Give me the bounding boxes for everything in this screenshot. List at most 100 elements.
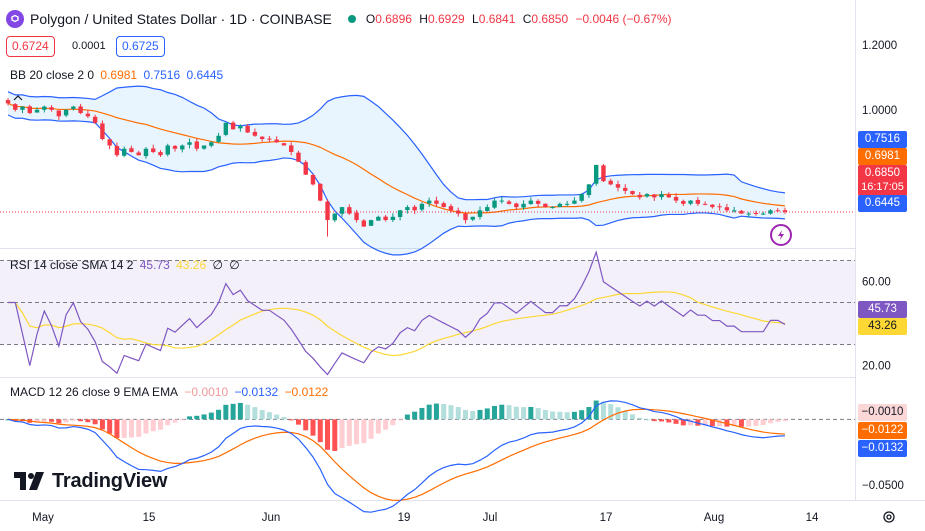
candle-body <box>85 113 91 117</box>
macd-hist-bar <box>630 414 636 420</box>
candle-body <box>492 200 497 208</box>
time-axis-label: Jun <box>262 512 281 524</box>
macd-hist-bar <box>150 419 156 432</box>
macd-hist-bar <box>121 419 127 438</box>
candle-body <box>434 200 439 204</box>
price-axis-label: 1.2000 <box>862 40 897 52</box>
candle-body <box>383 216 388 221</box>
candle-body <box>695 199 701 204</box>
candle-body <box>615 184 621 188</box>
macd-hist-bar <box>375 419 381 434</box>
macd-hist-bar <box>441 403 447 420</box>
macd-hist-bar <box>165 419 171 426</box>
bb-legend[interactable]: BB 20 close 2 0 0.6981 0.7516 0.6445 <box>10 68 224 82</box>
macd-line-tag: −0.0132 <box>858 440 907 457</box>
candle-body <box>761 213 766 215</box>
macd-hist-bar <box>724 419 730 427</box>
macd-hist-bar <box>688 419 694 426</box>
macd-hist-bar <box>223 404 229 420</box>
macd-hist-bar <box>419 407 425 420</box>
candle-body <box>303 162 308 175</box>
candle-body <box>593 164 599 184</box>
candle-body <box>158 152 163 156</box>
macd-hist-bar <box>339 419 345 448</box>
flash-icon[interactable] <box>770 224 792 246</box>
macd-hist-bar <box>397 419 403 421</box>
collapse-legend-button[interactable] <box>8 88 28 108</box>
macd-hist-bar <box>600 401 606 420</box>
macd-hist-bar <box>201 414 207 420</box>
candle-body <box>114 145 120 156</box>
rsi-sma-line <box>8 291 786 357</box>
macd-hist-bar <box>448 405 454 420</box>
candle-body <box>71 106 76 109</box>
gear-icon[interactable] <box>881 509 897 525</box>
macd-hist-bar <box>586 407 592 420</box>
candle-body <box>681 200 686 204</box>
macd-hist-bar <box>746 419 752 427</box>
price-change: −0.0046 (−0.67%) <box>575 12 672 26</box>
macd-hist-bar <box>433 403 439 420</box>
time-axis-label: May <box>32 512 54 524</box>
candle-body <box>630 191 635 195</box>
macd-hist-bar <box>731 419 737 427</box>
symbol-title[interactable]: Polygon / United States Dollar · 1D · CO… <box>30 11 332 27</box>
macd-hist-bar <box>34 419 40 423</box>
candle-body <box>180 145 185 150</box>
ohlc-values: O0.6896 H0.6929 L0.6841 C0.6850 −0.0046 … <box>365 12 672 26</box>
macd-hist-bar <box>477 409 483 420</box>
candle-body <box>92 116 98 123</box>
macd-hist-bar <box>230 403 236 420</box>
macd-legend[interactable]: MACD 12 26 close 9 EMA EMA −0.0010 −0.01… <box>10 385 329 399</box>
macd-hist-bar <box>325 419 331 450</box>
macd-hist-bar <box>310 419 316 436</box>
time-axis-label: Aug <box>704 512 724 524</box>
candle-body <box>354 212 359 221</box>
macd-hist-bar <box>303 419 309 431</box>
candle-body <box>376 216 381 221</box>
macd-hist-bar <box>462 410 468 420</box>
macd-axis-label: −0.0500 <box>862 480 904 492</box>
bb-upper-line <box>7 85 786 201</box>
macd-hist-bar <box>571 411 577 420</box>
candle-body <box>201 145 207 149</box>
candle-body <box>325 201 330 221</box>
candle-body <box>666 194 672 198</box>
candle-body <box>34 109 40 113</box>
macd-hist-bar <box>542 409 548 420</box>
candle-body <box>27 106 32 114</box>
macd-hist-bar <box>172 419 178 423</box>
tradingview-logo-icon <box>14 472 44 490</box>
macd-signal-line <box>7 408 786 502</box>
candle-body <box>129 148 134 152</box>
macd-signal-tag: −0.0122 <box>858 422 907 439</box>
bb-lower-tag: 0.6445 <box>858 195 907 212</box>
candle-body <box>187 142 192 145</box>
macd-hist-bar <box>128 419 134 438</box>
chevron-up-icon <box>13 95 23 101</box>
candle-body <box>361 220 367 227</box>
macd-hist-bar <box>288 419 294 421</box>
macd-hist-bar <box>317 419 323 443</box>
buy-button[interactable]: 0.6725 <box>116 36 165 57</box>
candle-body <box>521 203 526 208</box>
candle-body <box>289 145 294 152</box>
macd-hist-bar <box>666 419 672 423</box>
rsi-legend[interactable]: RSI 14 close SMA 14 2 45.73 43.26 ∅ ∅ <box>10 258 240 272</box>
candle-body <box>259 136 265 139</box>
macd-hist-bar <box>760 419 766 426</box>
candle-body <box>485 207 490 212</box>
macd-hist-bar <box>245 404 251 420</box>
symbol-header[interactable]: Polygon / United States Dollar · 1D · CO… <box>6 8 676 30</box>
sell-button[interactable]: 0.6724 <box>6 36 55 57</box>
macd-hist-tag: −0.0010 <box>858 404 907 421</box>
candle-body <box>151 148 156 152</box>
macd-hist-bar <box>753 419 759 426</box>
macd-hist-bar <box>717 419 723 427</box>
macd-hist-bar <box>208 412 214 420</box>
tradingview-logo[interactable]: TradingView <box>14 468 167 494</box>
candle-body <box>456 210 461 214</box>
candle-body <box>318 183 323 201</box>
macd-hist-bar <box>492 405 498 420</box>
